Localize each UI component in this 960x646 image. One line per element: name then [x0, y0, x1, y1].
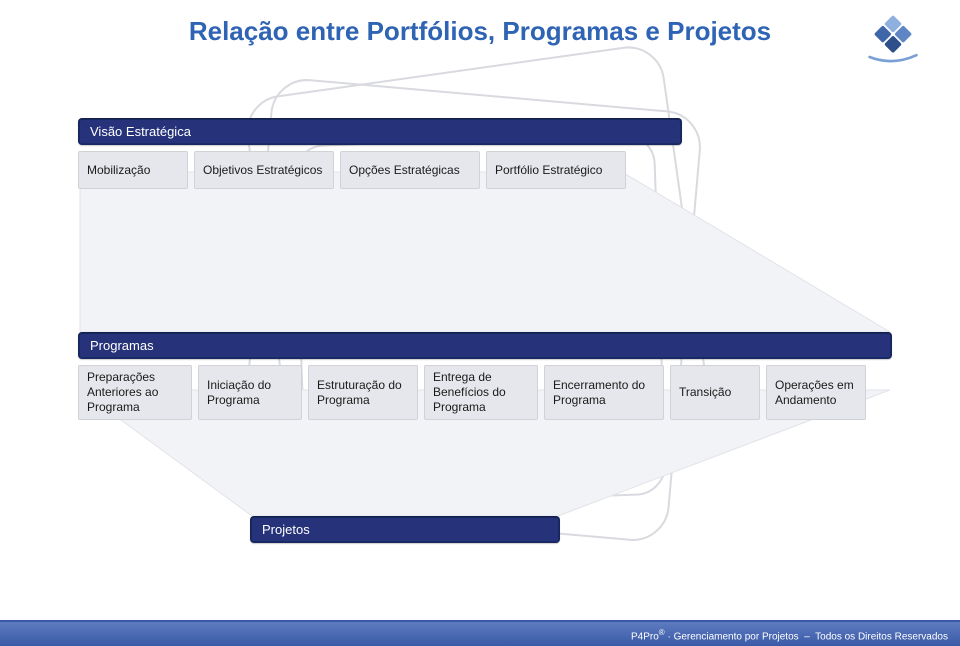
programs-header-bar: Programas [78, 332, 892, 359]
programs-cell: Transição [670, 365, 760, 420]
projects-header-bar: Projetos [250, 516, 560, 543]
strategic-header-label: Visão Estratégica [80, 120, 680, 143]
strategic-cell: Mobilização [78, 151, 188, 189]
projects-header-label: Projetos [252, 518, 558, 541]
programs-cell: Operações em Andamento [766, 365, 866, 420]
strategic-cell: Opções Estratégicas [340, 151, 480, 189]
strategic-cells-row: Mobilização Objetivos Estratégicos Opçõe… [78, 151, 682, 189]
background-shapes [0, 0, 960, 646]
strategic-band: Visão Estratégica Mobilização Objetivos … [78, 118, 682, 189]
programs-cell: Entrega de Benefícios do Programa [424, 365, 538, 420]
footer-brand: P4Pro [631, 631, 659, 642]
programs-cell: Encerramento do Programa [544, 365, 664, 420]
programs-cell: Iniciação do Programa [198, 365, 302, 420]
page-title: Relação entre Portfólios, Programas e Pr… [0, 16, 960, 47]
footer-separator: · [665, 631, 674, 642]
strategic-cell: Portfólio Estratégico [486, 151, 626, 189]
footer-text: P4Pro® · Gerenciamento por Projetos – To… [631, 628, 948, 642]
programs-header-label: Programas [80, 334, 890, 357]
footer-tagline: Gerenciamento por Projetos [674, 631, 799, 642]
programs-band: Programas Preparações Anteriores ao Prog… [78, 332, 892, 420]
strategic-header-bar: Visão Estratégica [78, 118, 682, 145]
brand-logo-icon [866, 12, 920, 66]
footer-rights: Todos os Direitos Reservados [815, 631, 948, 642]
projects-band: Projetos [250, 516, 560, 543]
programs-cells-row: Preparações Anteriores ao Programa Inici… [78, 365, 892, 420]
programs-cell: Estruturação do Programa [308, 365, 418, 420]
strategic-cell: Objetivos Estratégicos [194, 151, 334, 189]
programs-cell: Preparações Anteriores ao Programa [78, 365, 192, 420]
